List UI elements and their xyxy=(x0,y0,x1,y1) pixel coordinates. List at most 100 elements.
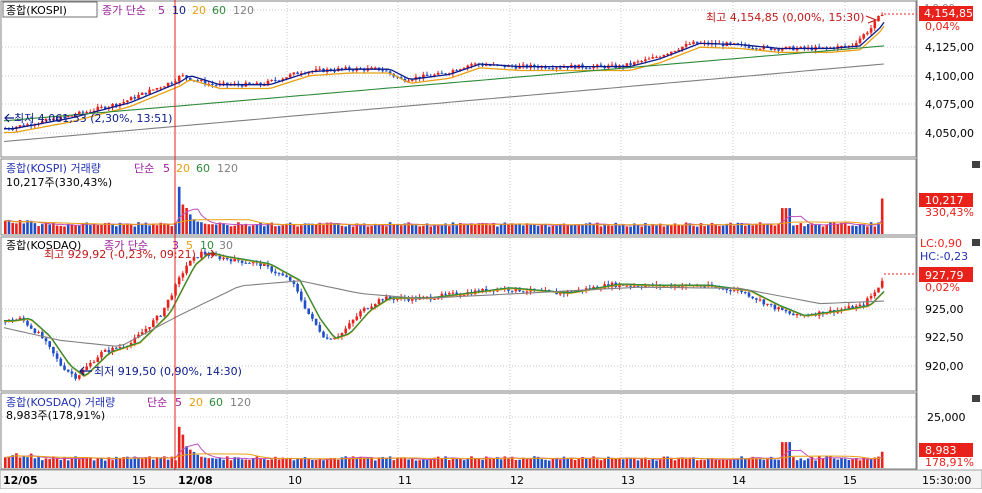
kosdaq-candle xyxy=(340,333,344,337)
kospi-volume-bar xyxy=(429,226,433,234)
kosdaq-volume-bar xyxy=(855,458,858,468)
kospi-volume-bar xyxy=(81,222,85,234)
kosdaq-volume-bar xyxy=(170,456,174,468)
kospi-candle xyxy=(440,72,444,74)
kosdaq-candle xyxy=(633,285,636,287)
kospi-ma60-line xyxy=(3,45,885,122)
kosdaq-candle xyxy=(181,273,185,278)
kospi-volume-bar xyxy=(322,225,325,234)
kospi-volume-bar xyxy=(296,226,299,234)
kosdaq-candle xyxy=(851,306,854,309)
kosdaq-volume-bar xyxy=(644,457,647,468)
kospi-candle xyxy=(673,50,677,52)
kospi-candle xyxy=(633,62,636,65)
kosdaq-candle xyxy=(89,362,92,367)
kospi-volume-bar xyxy=(385,226,388,234)
kosdaq-volume-bar xyxy=(163,456,166,468)
kospi-volume-bar xyxy=(433,224,436,234)
kosdaq-volume-bar xyxy=(880,451,884,468)
kosdaq-candle xyxy=(218,255,222,259)
kospi-candle xyxy=(52,118,55,121)
kospi-volume-bar xyxy=(681,225,684,234)
kospi-candle xyxy=(111,104,114,108)
kosdaq-candle xyxy=(81,369,85,376)
kosdaq-volume-bar xyxy=(92,460,96,468)
kosdaq-volume-bar xyxy=(547,460,551,468)
kosdaq-candle xyxy=(777,307,780,310)
kosdaq-candle xyxy=(222,257,225,259)
kosdaq-volume-bar xyxy=(218,457,222,468)
kosdaq-volume-bar xyxy=(481,459,484,468)
kosdaq-volume-bar xyxy=(52,456,55,468)
kosdaq-candle xyxy=(229,259,233,262)
kosdaq-candle xyxy=(63,365,66,370)
kospi-volume-bar xyxy=(570,225,573,234)
kospi-volume-close-icon[interactable] xyxy=(972,161,980,168)
kosdaq-legend-3: 3 xyxy=(172,239,179,252)
kospi-volume-bar xyxy=(718,225,721,234)
kosdaq-volume-bar xyxy=(266,460,270,468)
kospi-volume-bar xyxy=(644,223,647,234)
kospi-candle xyxy=(481,64,484,66)
kospi-volume-bar xyxy=(63,226,66,234)
kospi-candle xyxy=(751,48,754,50)
kosdaq-candle xyxy=(355,316,359,320)
kospi-volume-bar xyxy=(821,226,825,234)
kosdaq-volume-bar xyxy=(296,458,299,468)
kospi-volume-badge xyxy=(919,193,973,207)
kosdaq-candle xyxy=(48,341,51,347)
kosdaq-volume-bar xyxy=(707,458,710,468)
kospi-candle xyxy=(185,75,188,78)
kospi-volume-bar xyxy=(181,204,185,234)
kospi-max-annotation: 최고 4,154,85 (0,00%, 15:30) xyxy=(706,11,864,24)
kosdaq-candle xyxy=(795,313,799,316)
kosdaq-candle xyxy=(37,332,40,334)
kosdaq-volume-bar xyxy=(721,459,725,468)
kospi-volume-bar xyxy=(307,223,310,234)
kosdaq-close-icon[interactable] xyxy=(972,239,980,246)
kospi-candle xyxy=(381,70,384,72)
kosdaq-volume-bar xyxy=(270,459,273,468)
kospi-candle xyxy=(129,97,133,101)
kospi-candle xyxy=(566,67,569,69)
kosdaq-volume-close-icon[interactable] xyxy=(972,395,980,402)
kosdaq-volume-bar xyxy=(832,458,836,468)
kospi-volume-bar xyxy=(263,226,266,234)
kosdaq-volume-bar xyxy=(381,457,384,468)
kospi-volume-bar-ma20-line xyxy=(5,219,883,226)
kosdaq-volume-bar xyxy=(337,459,340,468)
kospi-volume-bar xyxy=(470,223,473,234)
kosdaq-volume-bar xyxy=(222,459,225,468)
kosdaq-candle xyxy=(740,289,743,293)
kosdaq-candle xyxy=(163,307,166,317)
kospi-volume-bar xyxy=(758,222,762,234)
kospi-legend-60: 60 xyxy=(212,4,226,17)
kosdaq-ytick-2: 920,00 xyxy=(925,360,964,373)
kosdaq-volume-bar xyxy=(59,460,63,468)
kospi-candle xyxy=(677,49,680,51)
kosdaq-candle xyxy=(318,324,322,332)
kospi-volume-bar xyxy=(44,223,48,234)
kospi-volume-bar xyxy=(729,222,732,234)
kospi-candle xyxy=(462,68,466,70)
kospi-candle xyxy=(74,114,77,116)
kospi-volume-bar xyxy=(625,226,629,234)
kospi-candle xyxy=(666,53,669,56)
kospi-volume-bar xyxy=(692,225,695,234)
kosdaq-candle xyxy=(118,347,122,349)
kosdaq-volume-bar xyxy=(29,453,33,468)
kosdaq-legend-5: 5 xyxy=(186,239,193,252)
kosdaq-volume-bar xyxy=(529,458,532,468)
kosdaq-volume-bar xyxy=(388,456,392,468)
kospi-candle xyxy=(351,69,355,71)
kosdaq-candle xyxy=(107,350,111,353)
kospi-candle xyxy=(226,82,229,85)
kospi-volume-bar xyxy=(170,226,174,234)
kosdaq-volume-bar xyxy=(662,456,666,468)
kosdaq-volume-panel-frame xyxy=(0,392,917,470)
kospi-volume-bar xyxy=(481,222,484,234)
kosdaq-candle xyxy=(773,304,777,310)
kospi-volume-bar xyxy=(192,219,196,234)
kospi-volume-bar xyxy=(303,223,307,234)
